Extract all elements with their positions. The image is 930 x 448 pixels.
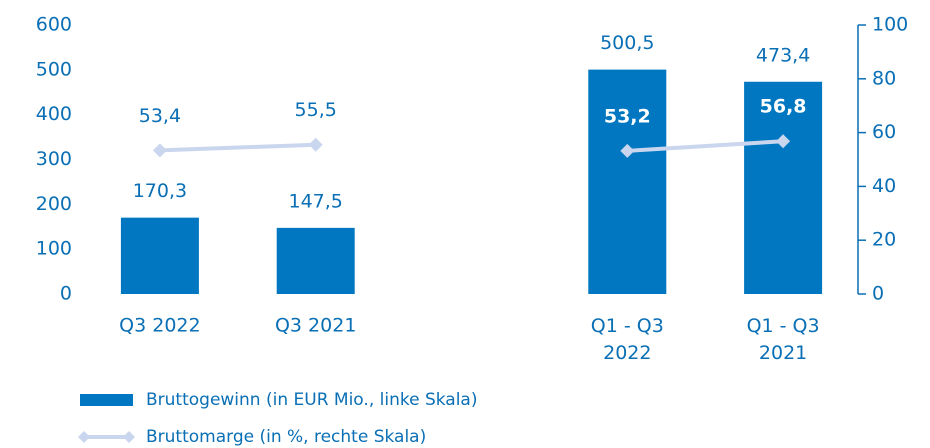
y2-tick-label: 100 — [872, 14, 908, 36]
y-tick-label: 400 — [36, 103, 72, 125]
legend-swatch-marker — [123, 431, 135, 443]
x-tick-label: Q3 2022 — [119, 315, 200, 337]
line-marker — [152, 143, 167, 158]
line-value-label: 53,4 — [139, 105, 181, 127]
bar-value-label: 500,5 — [600, 32, 654, 54]
y-tick-label: 200 — [36, 193, 72, 215]
line-value-label: 56,8 — [760, 96, 807, 118]
legend-swatch — [80, 394, 133, 406]
bar-value-label: 147,5 — [288, 190, 342, 212]
y-tick-label: 500 — [36, 58, 72, 80]
legend-label: Bruttogewinn (in EUR Mio., linke Skala) — [146, 390, 477, 410]
y-tick-label: 0 — [60, 283, 72, 305]
bar — [120, 217, 199, 294]
line — [159, 139, 784, 153]
y2-tick-label: 0 — [872, 283, 884, 305]
y-tick-label: 100 — [36, 238, 72, 260]
line-value-label: 55,5 — [295, 99, 337, 121]
x-tick-label: Q1 - Q3 2021 — [747, 315, 820, 364]
x-tick-label: Q1 - Q3 2022 — [591, 315, 664, 364]
bar — [276, 227, 355, 294]
y-tick-label: 300 — [36, 148, 72, 170]
y2-tick-label: 20 — [872, 229, 896, 251]
x-tick-label: Q3 2021 — [275, 315, 356, 337]
y2-tick-label: 40 — [872, 175, 896, 197]
bar — [588, 69, 667, 295]
line-value-label: 53,2 — [604, 105, 651, 127]
legend-swatch-marker — [78, 431, 90, 443]
y2-tick-label: 80 — [872, 67, 896, 89]
line-marker — [776, 134, 791, 149]
bar-value-label: 473,4 — [756, 44, 810, 66]
line-marker — [620, 143, 635, 158]
bar — [744, 81, 823, 294]
y-tick-label: 600 — [36, 14, 72, 36]
line-marker — [308, 137, 323, 152]
legend-label: Bruttomarge (in %, rechte Skala) — [146, 427, 426, 447]
bar-value-label: 170,3 — [133, 180, 187, 202]
y2-tick-label: 60 — [872, 121, 896, 143]
